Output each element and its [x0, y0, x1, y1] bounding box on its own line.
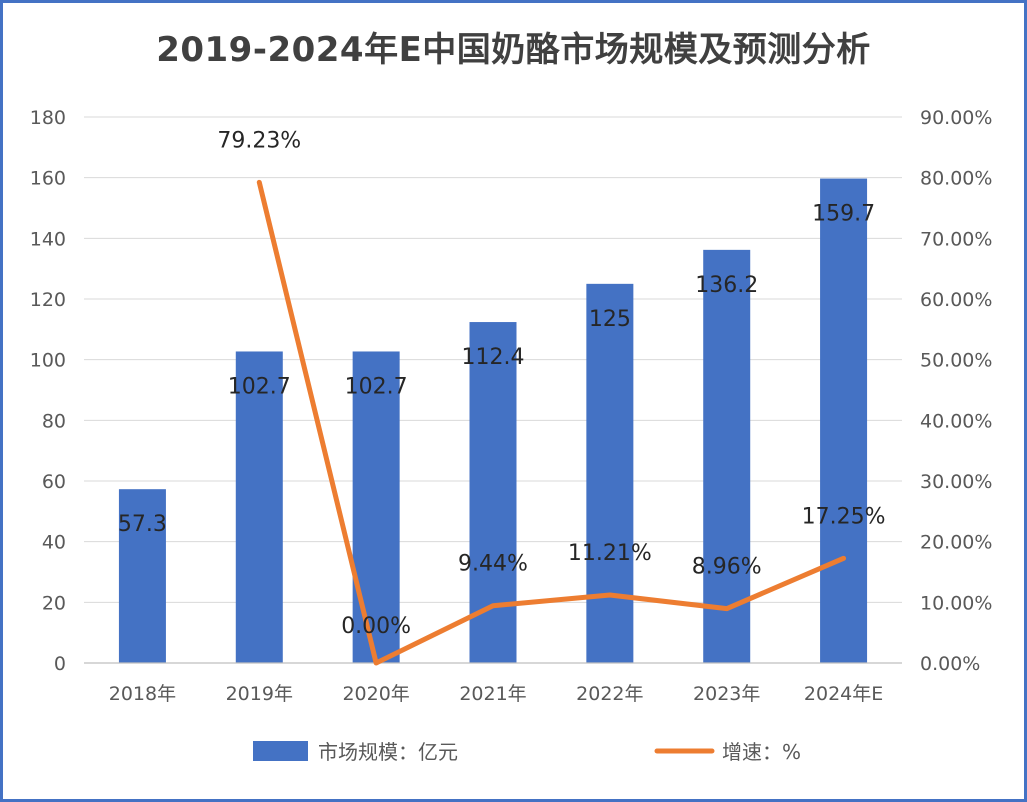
growth-line [256, 179, 847, 666]
bar-data-label: 102.7 [345, 374, 408, 399]
y-right-tick-label: 50.00% [920, 350, 992, 372]
legend-swatch-bars [253, 741, 308, 761]
y-right-tick-label: 0.00% [920, 653, 980, 675]
bar-data-label: 125 [589, 307, 631, 332]
legend-label-bars: 市场规模：亿元 [318, 740, 458, 764]
line-data-label: 79.23% [217, 128, 301, 153]
line-data-label: 17.25% [802, 504, 886, 529]
y-right-tick-label: 10.00% [920, 592, 992, 614]
line-data-label: 9.44% [458, 552, 528, 577]
bar [586, 283, 634, 663]
y-left-tick-label: 60 [42, 471, 66, 493]
y-left-tick-label: 100 [30, 350, 66, 372]
legend-label-line: 增速：% [722, 740, 801, 764]
x-tick-label: 2023年 [693, 683, 760, 705]
y-right-tick-label: 80.00% [920, 168, 992, 190]
x-tick-label: 2021年 [459, 683, 526, 705]
x-tick-label: 2022年 [576, 683, 643, 705]
bar [352, 351, 400, 663]
y-right-tick-label: 90.00% [920, 107, 992, 129]
y-left-tick-label: 160 [30, 168, 66, 190]
bar [235, 351, 283, 663]
bar-data-label: 136.2 [695, 273, 758, 298]
x-tick-label: 2024年E [804, 683, 883, 705]
bar [703, 249, 751, 664]
y-right-tick-label: 20.00% [920, 532, 992, 554]
bar-data-label: 57.3 [118, 512, 167, 537]
line-data-label: 0.00% [341, 614, 411, 639]
chart-title: 2019-2024年E中国奶酪市场规模及预测分析 [156, 30, 871, 70]
y-left-tick-label: 180 [30, 107, 66, 129]
x-tick-label: 2018年 [109, 683, 176, 705]
line-data-label: 8.96% [692, 555, 762, 580]
y-left-tick-label: 140 [30, 228, 66, 250]
y-right-tick-label: 60.00% [920, 289, 992, 311]
y-left-tick-label: 20 [42, 592, 66, 614]
y-right-tick-label: 40.00% [920, 410, 992, 432]
y-left-tick-label: 40 [42, 532, 66, 554]
x-tick-label: 2020年 [342, 683, 409, 705]
bar [820, 178, 868, 663]
y-left-tick-label: 120 [30, 289, 66, 311]
line-data-label: 11.21% [568, 541, 652, 566]
y-right-tick-label: 70.00% [920, 228, 992, 250]
bar-data-label: 102.7 [228, 374, 291, 399]
bar [118, 489, 166, 663]
bar-data-label: 112.4 [462, 345, 525, 370]
x-tick-label: 2019年 [226, 683, 293, 705]
y-left-tick-label: 80 [42, 410, 66, 432]
y-left-tick-label: 0 [54, 653, 66, 675]
bar-data-label: 159.7 [812, 202, 875, 227]
y-right-tick-label: 30.00% [920, 471, 992, 493]
